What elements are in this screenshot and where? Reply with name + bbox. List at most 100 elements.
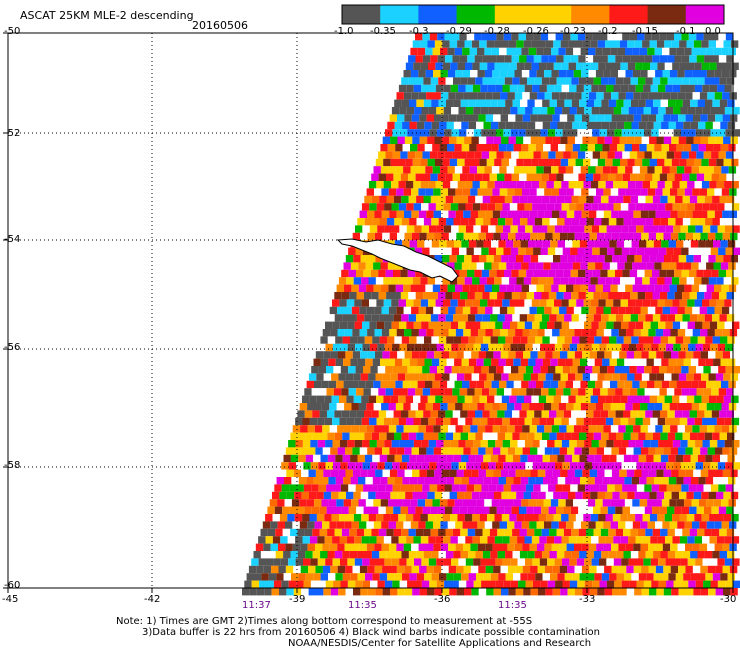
swath-pixel (577, 484, 586, 492)
swath-pixel (488, 558, 496, 566)
swath-pixel (438, 551, 446, 559)
swath-pixel (522, 565, 531, 574)
swath-pixel (717, 84, 725, 93)
swath-pixel (472, 514, 480, 522)
swath-pixel (443, 107, 452, 115)
swath-pixel (424, 573, 432, 581)
swath-pixel (605, 395, 613, 403)
swath-pixel (426, 92, 434, 100)
swath-pixel (491, 47, 500, 56)
swath-pixel (547, 580, 556, 588)
swath-pixel (491, 477, 499, 485)
swath-pixel (527, 454, 536, 463)
swath-pixel (525, 343, 533, 352)
swath-pixel (494, 158, 502, 167)
swath-pixel (509, 203, 518, 211)
swath-pixel (665, 440, 673, 448)
swath-pixel (446, 336, 454, 344)
swath-pixel (596, 232, 605, 241)
swath-pixel (642, 277, 650, 285)
swath-pixel (725, 580, 733, 588)
swath-pixel (567, 565, 575, 574)
swath-pixel (265, 514, 273, 522)
swath-pixel (635, 395, 643, 403)
swath-pixel (407, 484, 415, 492)
swath-pixel (468, 218, 476, 226)
swath-pixel (321, 477, 329, 485)
swath-pixel (692, 92, 700, 100)
swath-pixel (603, 329, 612, 337)
swath-pixel (384, 462, 393, 470)
swath-pixel (538, 514, 547, 522)
swath-pixel (444, 484, 452, 492)
swath-pixel (675, 454, 684, 463)
swath-pixel (710, 462, 718, 470)
swath-pixel (656, 232, 664, 241)
swath-pixel (708, 158, 717, 167)
swath-pixel (604, 373, 613, 381)
swath-pixel (531, 181, 540, 189)
swath-pixel (531, 40, 539, 48)
swath-pixel (663, 447, 671, 455)
swath-pixel (632, 499, 640, 507)
swath-pixel (458, 203, 466, 211)
swath-pixel (565, 358, 573, 366)
swath-pixel (310, 580, 319, 588)
swath-pixel (594, 240, 602, 248)
swath-pixel (653, 358, 662, 366)
swath-pixel (572, 477, 580, 485)
cb-label: -0.3 (409, 26, 429, 37)
swath-pixel (522, 447, 530, 455)
swath-pixel (417, 144, 425, 152)
swath-pixel (652, 410, 660, 418)
swath-pixel (690, 336, 698, 344)
swath-pixel (492, 543, 500, 551)
swath-pixel (418, 329, 427, 337)
swath-pixel (377, 462, 385, 470)
swath-pixel (710, 366, 719, 374)
swath-pixel (545, 351, 553, 359)
swath-pixel (406, 417, 414, 426)
swath-pixel (570, 129, 578, 137)
swath-pixel (487, 321, 496, 329)
swath-pixel (441, 469, 450, 477)
swath-pixel (726, 269, 734, 278)
swath-pixel (542, 454, 550, 463)
swath-pixel (507, 329, 516, 337)
swath-pixel (308, 565, 316, 574)
swath-pixel (627, 158, 635, 167)
swath-pixel (367, 588, 376, 596)
swath-pixel (599, 247, 608, 255)
swath-pixel (297, 528, 305, 537)
swath-pixel (688, 151, 697, 159)
swath-pixel (422, 484, 430, 492)
swath-pixel (352, 565, 360, 574)
swath-pixel (732, 247, 740, 255)
swath-pixel (482, 528, 490, 537)
cb-label: -0.28 (484, 26, 510, 37)
swath-pixel (369, 536, 377, 544)
swath-pixel (470, 329, 479, 337)
swath-pixel (401, 314, 409, 322)
swath-pixel (516, 491, 524, 500)
swath-pixel (468, 454, 476, 463)
swath-pixel (691, 144, 699, 152)
swath-pixel (366, 425, 375, 433)
swath-pixel (696, 366, 704, 374)
swath-pixel (620, 158, 628, 167)
swath-pixel (316, 491, 324, 500)
swath-pixel (466, 580, 474, 588)
swath-pixel (523, 158, 532, 167)
swath-pixel (442, 62, 451, 70)
swath-pixel (495, 107, 503, 115)
swath-pixel (422, 55, 431, 63)
swath-pixel (332, 343, 341, 352)
swath-pixel (419, 469, 427, 477)
swath-pixel (581, 425, 589, 433)
swath-pixel (665, 225, 674, 233)
swath-pixel (593, 314, 602, 322)
swath-pixel (345, 255, 354, 263)
swath-pixel (361, 203, 370, 211)
swath-pixel (395, 144, 403, 152)
swath-pixel (490, 432, 498, 440)
